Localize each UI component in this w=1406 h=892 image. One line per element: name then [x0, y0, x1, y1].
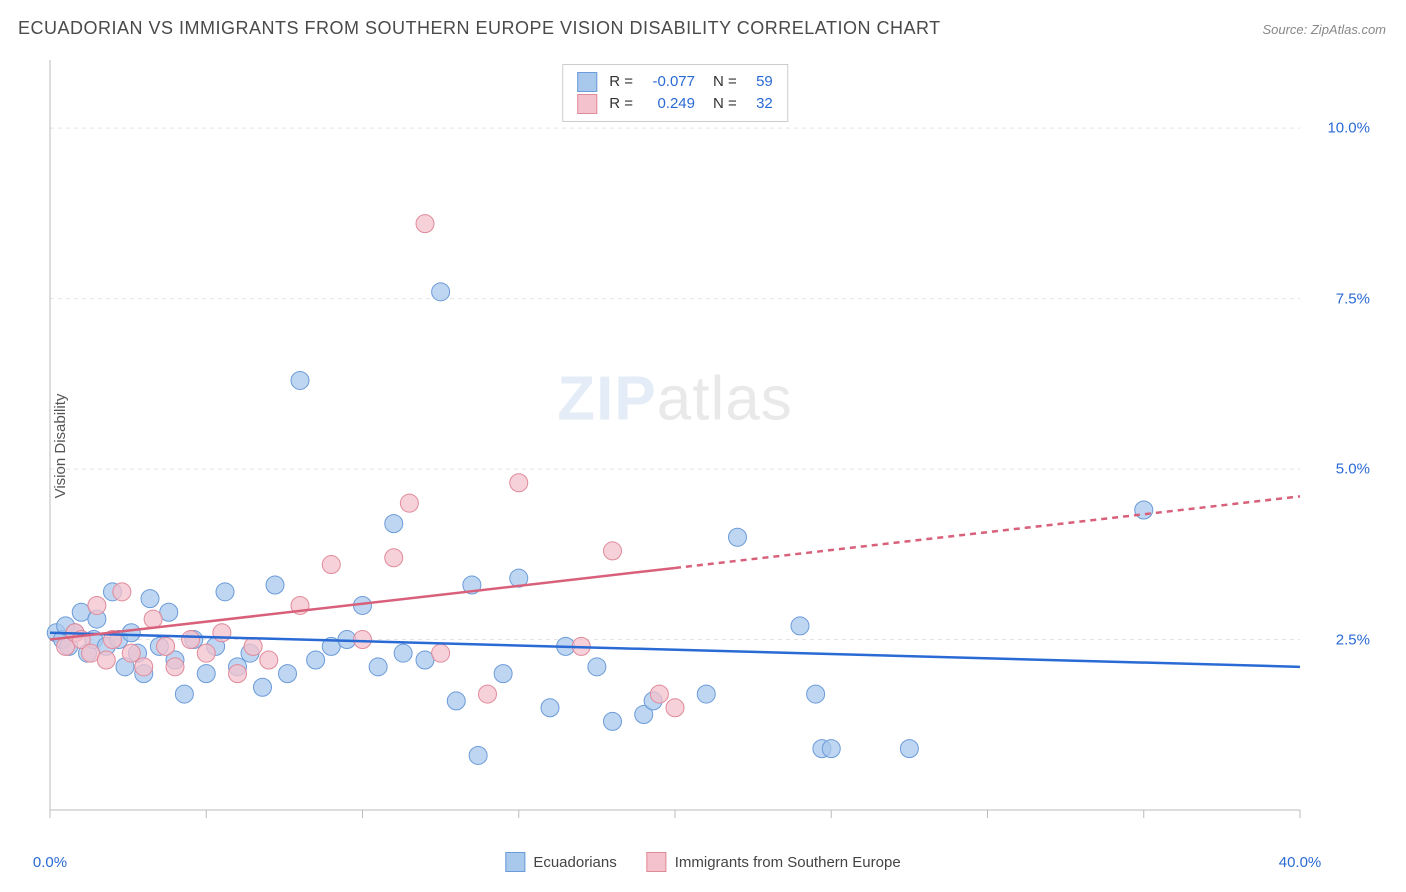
correlation-legend: R = -0.077 N = 59 R = 0.249 N = 32: [562, 64, 788, 122]
r-value-2: 0.249: [641, 93, 695, 115]
n-label: N =: [713, 71, 737, 93]
legend-row-2: R = 0.249 N = 32: [577, 93, 773, 115]
r-label: R =: [609, 93, 633, 115]
r-value-1: -0.077: [641, 71, 695, 93]
chart-canvas: [50, 60, 1300, 830]
x-tick-label: 0.0%: [33, 854, 67, 871]
chart-title: ECUADORIAN VS IMMIGRANTS FROM SOUTHERN E…: [18, 18, 941, 39]
y-tick-label: 5.0%: [1336, 461, 1370, 478]
x-tick-label: 40.0%: [1279, 854, 1322, 871]
legend-item-ecuadorians: Ecuadorians: [505, 852, 616, 872]
scatter-plot: ZIPatlas R = -0.077 N = 59 R = 0.249 N =…: [50, 60, 1300, 830]
legend-label-2: Immigrants from Southern Europe: [675, 854, 901, 871]
legend-item-immigrants: Immigrants from Southern Europe: [647, 852, 901, 872]
legend-swatch-blue: [505, 852, 525, 872]
y-tick-label: 2.5%: [1336, 631, 1370, 648]
y-tick-label: 7.5%: [1336, 290, 1370, 307]
legend-label-1: Ecuadorians: [533, 854, 616, 871]
n-value-1: 59: [745, 71, 773, 93]
legend-swatch-blue: [577, 72, 597, 92]
legend-swatch-pink: [577, 94, 597, 114]
y-tick-label: 10.0%: [1327, 120, 1370, 137]
legend-swatch-pink: [647, 852, 667, 872]
source-attribution: Source: ZipAtlas.com: [1262, 22, 1386, 37]
series-legend: Ecuadorians Immigrants from Southern Eur…: [505, 852, 900, 872]
n-value-2: 32: [745, 93, 773, 115]
n-label: N =: [713, 93, 737, 115]
r-label: R =: [609, 71, 633, 93]
legend-row-1: R = -0.077 N = 59: [577, 71, 773, 93]
